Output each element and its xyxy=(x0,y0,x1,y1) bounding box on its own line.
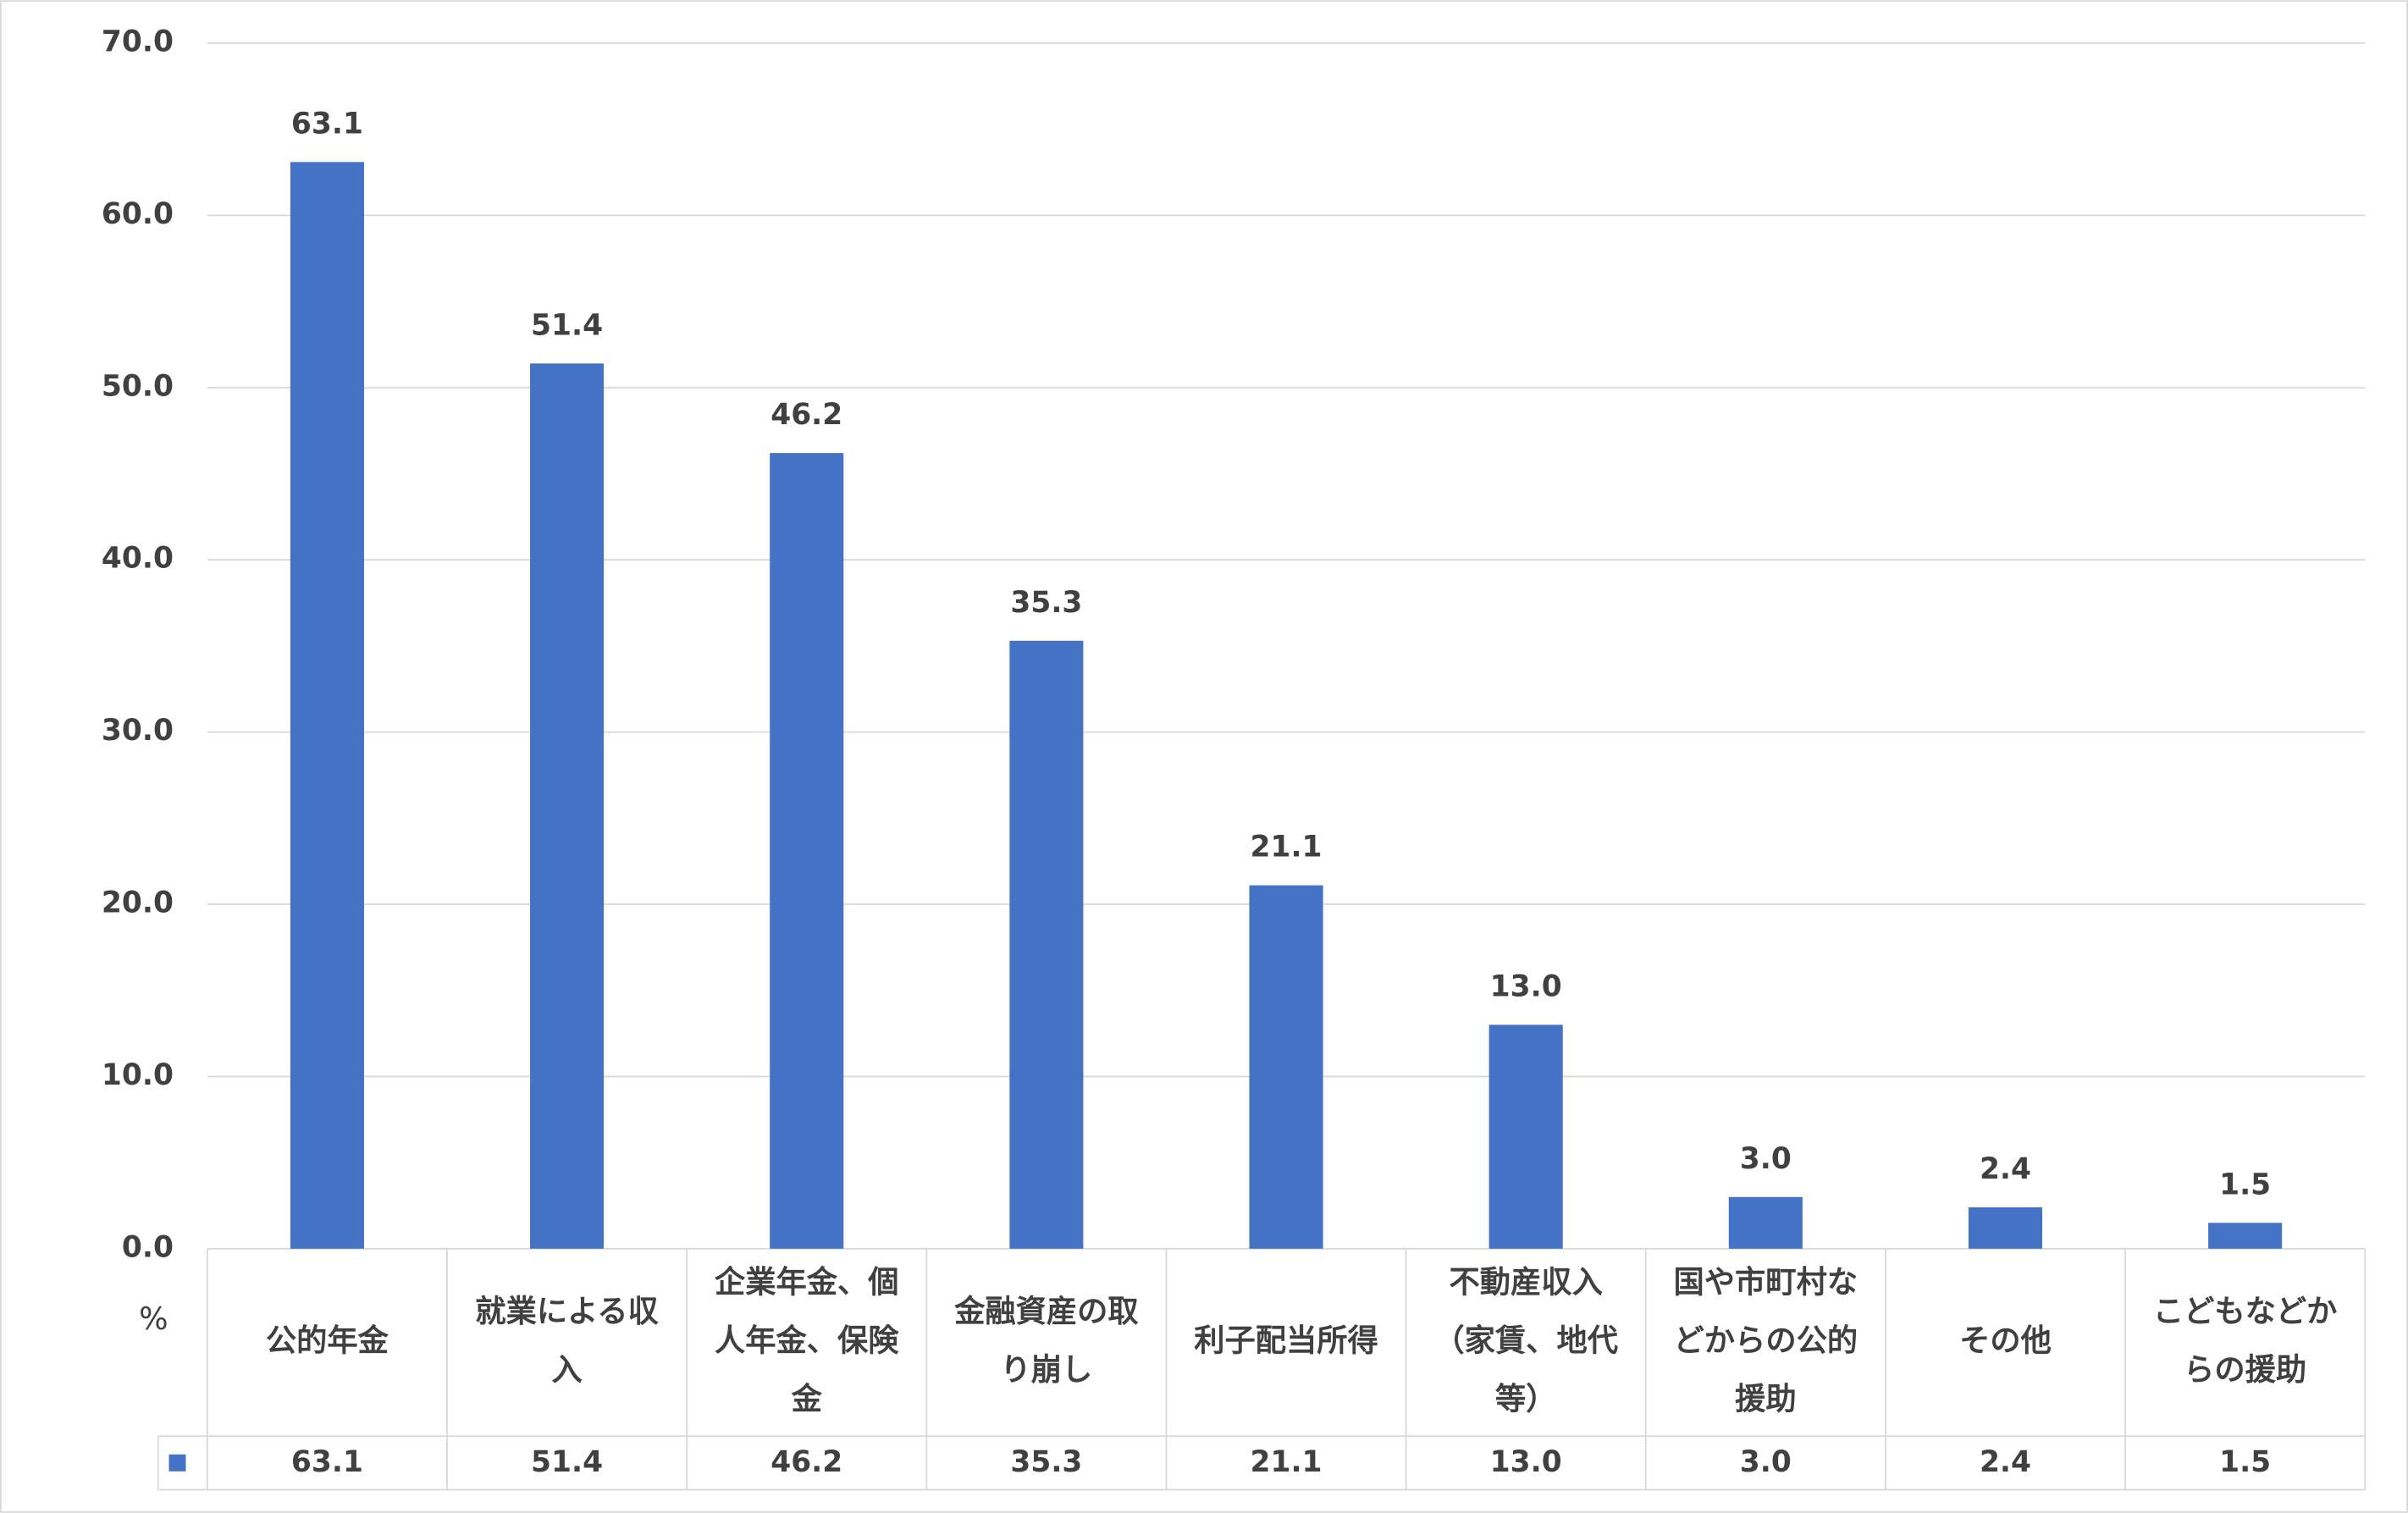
x-tick-label-line: 入 xyxy=(551,1351,582,1388)
y-tick-label: 50.0 xyxy=(102,369,174,403)
x-tick-label-line: り崩し xyxy=(1000,1351,1092,1388)
table-value: 1.5 xyxy=(2219,1445,2271,1479)
x-tick-label: 利子配当所得 xyxy=(1194,1322,1378,1358)
x-tick-label: 不動産収入 （家賃、地代等） xyxy=(1433,1264,1618,1417)
data-label: 46.2 xyxy=(770,398,842,432)
table-value: 46.2 xyxy=(770,1445,842,1479)
table-value: 35.3 xyxy=(1010,1445,1082,1479)
x-tick-label: 金融資産の取り崩し xyxy=(953,1293,1139,1388)
x-tick-label-line: どからの公的 xyxy=(1674,1322,1858,1358)
y-tick-label: 60.0 xyxy=(102,197,174,231)
table-value: 2.4 xyxy=(1980,1445,2031,1479)
data-label: 51.4 xyxy=(531,308,603,342)
bar xyxy=(2208,1223,2283,1249)
y-tick-label: 0.0 xyxy=(122,1230,174,1264)
bar xyxy=(1009,640,1084,1249)
legend-key xyxy=(168,1454,186,1472)
x-tick-label-line: 金 xyxy=(791,1380,823,1416)
bar xyxy=(290,162,364,1249)
x-tick-label-line: こどもなどか xyxy=(2153,1293,2338,1329)
x-tick-label: 国や市町村などからの公的援助 xyxy=(1674,1264,1858,1417)
bar xyxy=(1488,1024,1563,1249)
bar xyxy=(770,453,844,1249)
data-label: 3.0 xyxy=(1740,1142,1792,1176)
x-tick-label-line: その他 xyxy=(1959,1322,2052,1358)
data-label: 21.1 xyxy=(1251,831,1323,864)
x-tick-label-line: （家賃、地代 xyxy=(1433,1322,1618,1358)
x-tick-label-line: 人年金、保険 xyxy=(715,1322,899,1358)
table-value: 13.0 xyxy=(1490,1445,1562,1479)
x-tick-label-line: 不動産収入 xyxy=(1450,1264,1603,1300)
bar xyxy=(1249,885,1323,1249)
x-tick-label: 就業による収入 xyxy=(475,1293,659,1388)
table-value: 3.0 xyxy=(1740,1445,1792,1479)
data-label: 35.3 xyxy=(1010,586,1082,620)
y-tick-label: 30.0 xyxy=(102,714,174,748)
x-tick-label-line: 利子配当所得 xyxy=(1194,1322,1378,1358)
x-tick-label: こどもなどからの援助 xyxy=(2153,1293,2338,1388)
data-label: 13.0 xyxy=(1490,969,1562,1003)
bar xyxy=(1728,1196,1803,1249)
table-value: 51.4 xyxy=(531,1445,603,1479)
bar xyxy=(1968,1207,2043,1249)
x-tick-label-line: 援助 xyxy=(1735,1380,1797,1416)
data-label: 63.1 xyxy=(291,107,363,141)
x-tick-label-line: 就業による収 xyxy=(475,1293,659,1329)
table-value: 63.1 xyxy=(291,1445,363,1479)
table-value: 21.1 xyxy=(1251,1445,1323,1479)
x-tick-label-line: 公的年金 xyxy=(266,1322,389,1358)
y-tick-label: 10.0 xyxy=(102,1058,174,1092)
x-tick-label: 公的年金 xyxy=(266,1322,389,1358)
data-label: 1.5 xyxy=(2219,1168,2271,1201)
x-tick-label-line: 等） xyxy=(1495,1380,1557,1416)
x-tick-label-line: 企業年金、個 xyxy=(715,1264,899,1300)
y-unit: % xyxy=(139,1300,168,1337)
x-tick-label: 企業年金、個人年金、保険金 xyxy=(715,1264,899,1417)
x-tick-label-line: 国や市町村な xyxy=(1674,1264,1858,1300)
y-tick-label: 40.0 xyxy=(102,542,174,576)
y-tick-label: 20.0 xyxy=(102,886,174,920)
data-label: 2.4 xyxy=(1980,1152,2031,1186)
x-tick-label-line: 金融資産の取 xyxy=(953,1293,1139,1329)
y-tick-label: 70.0 xyxy=(102,25,174,59)
x-tick-label-line: らの援助 xyxy=(2184,1351,2306,1388)
bar xyxy=(530,363,605,1249)
x-tick-label: その他 xyxy=(1959,1322,2052,1358)
